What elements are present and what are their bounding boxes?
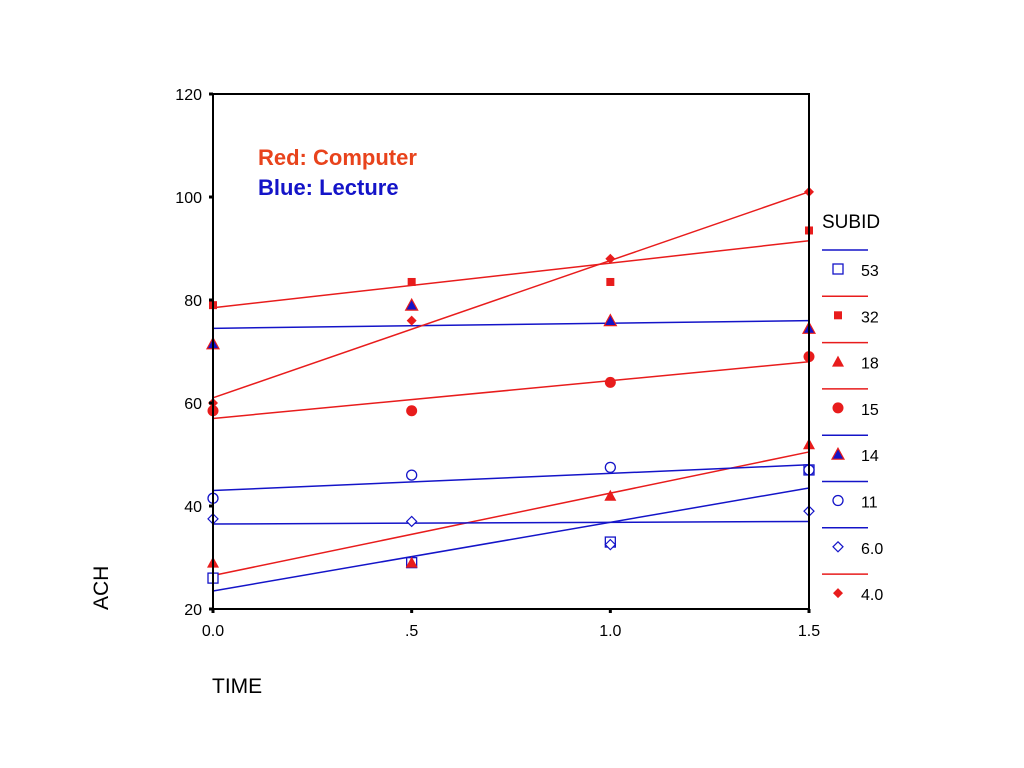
axis-ticks: 20 40 60 80 100 120 0.0 .5 1.0 1.5 (175, 87, 820, 640)
legend-label-4.0: 4.0 (861, 587, 883, 604)
fit-line-18 (212, 451, 810, 577)
fit-line-14 (212, 319, 810, 330)
fit-line-4.0 (212, 191, 810, 399)
point-18 (604, 489, 617, 501)
point-32 (407, 277, 416, 286)
legend: 53 32 18 15 14 11 6.0 4.0 (822, 249, 883, 604)
legend-marker-11 (832, 494, 844, 507)
annotation-lecture: Blue: Lecture (258, 175, 399, 200)
legend-marker-6.0 (832, 540, 844, 553)
fit-line-15 (212, 361, 810, 420)
legend-marker-32 (834, 311, 842, 320)
x-tick-label: 1.5 (798, 623, 820, 640)
point-4.0 (406, 315, 417, 326)
legend-marker-18 (832, 355, 844, 367)
legend-title: SUBID (822, 212, 880, 233)
point-11 (604, 461, 616, 474)
x-tick-label: 1.0 (599, 623, 621, 640)
legend-label-15: 15 (861, 402, 879, 419)
fit-line-53 (212, 487, 810, 592)
y-tick-label: 80 (184, 293, 202, 310)
legend-marker-15 (832, 402, 844, 414)
y-axis-title: ACH (90, 566, 113, 610)
x-tick-label: .5 (405, 623, 418, 640)
x-tick-label: 0.0 (202, 623, 224, 640)
plot-frame (212, 93, 810, 610)
y-tick-label: 100 (175, 190, 202, 207)
point-18 (405, 556, 418, 568)
annotation-computer: Red: Computer (258, 145, 417, 170)
point-14 (603, 313, 618, 327)
y-tick-label: 60 (184, 396, 202, 413)
legend-label-32: 32 (861, 309, 879, 326)
legend-label-14: 14 (861, 448, 879, 465)
legend-label-11: 11 (861, 495, 878, 512)
y-tick-label: 120 (175, 87, 202, 104)
legend-marker-14 (830, 446, 846, 460)
point-6.0 (604, 538, 617, 551)
x-axis-title: TIME (212, 675, 262, 698)
point-15 (604, 376, 616, 388)
point-14 (404, 297, 419, 311)
legend-label-6.0: 6.0 (861, 541, 883, 558)
fit-lines (212, 191, 810, 592)
fit-line-32 (212, 240, 810, 309)
point-11 (406, 469, 418, 481)
fit-line-6.0 (212, 520, 810, 525)
legend-label-53: 53 (861, 263, 879, 280)
point-32 (606, 277, 615, 286)
fit-line-11 (212, 464, 810, 492)
y-tick-label: 20 (184, 602, 202, 619)
point-15 (406, 405, 418, 417)
legend-label-18: 18 (861, 356, 879, 373)
point-4.0 (605, 253, 616, 264)
legend-marker-53 (832, 263, 844, 275)
y-tick-label: 40 (184, 499, 202, 516)
point-6.0 (405, 515, 418, 528)
legend-marker-4.0 (833, 588, 843, 599)
